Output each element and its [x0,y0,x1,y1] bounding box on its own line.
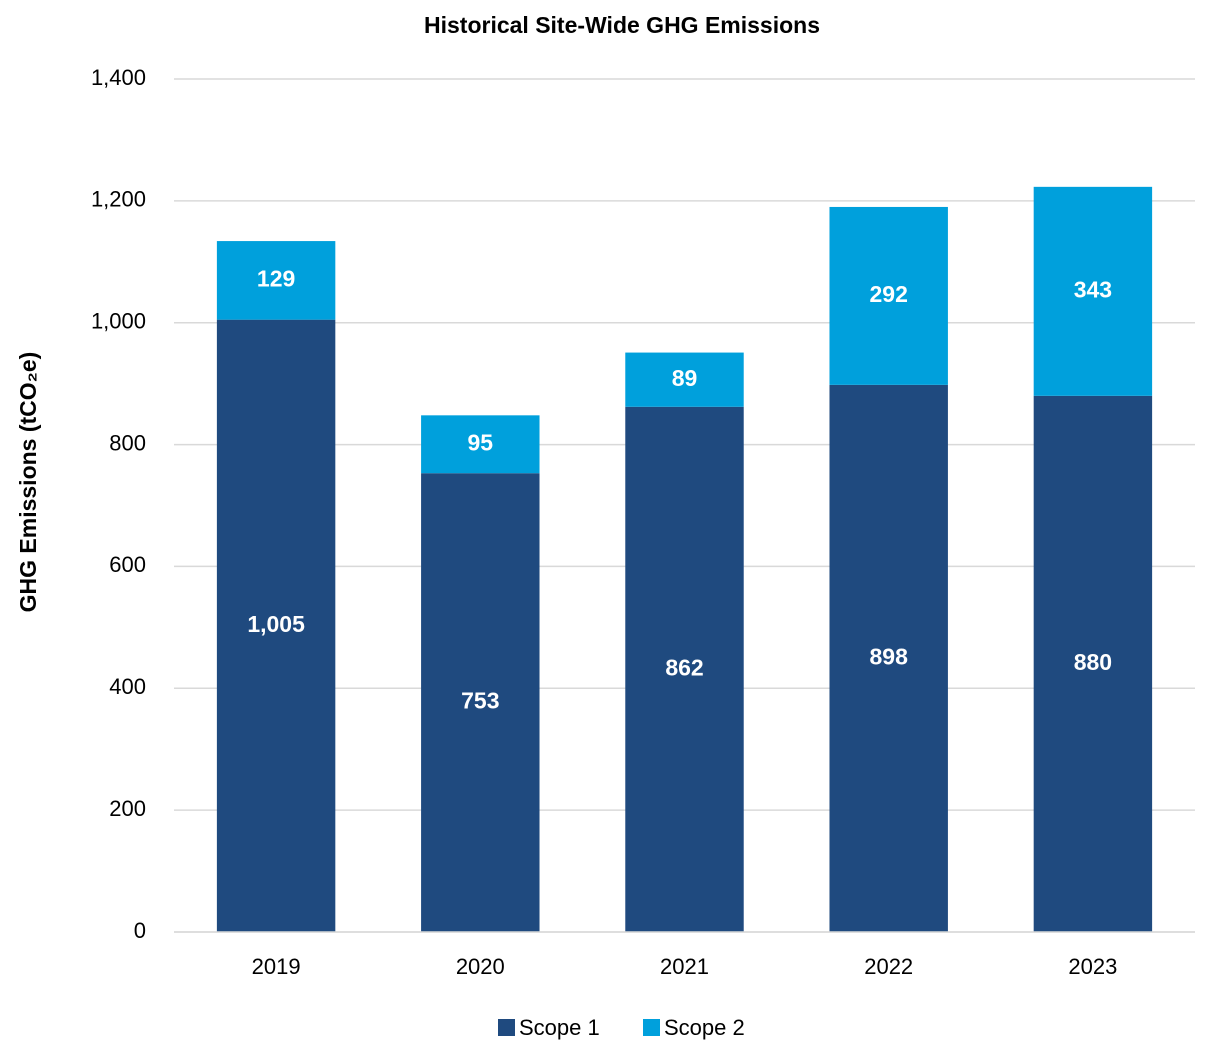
x-tick-label: 2021 [660,954,709,979]
data-label: 1,005 [247,611,305,637]
legend-label: Scope 2 [664,1015,745,1040]
data-label: 880 [1074,649,1112,675]
bar-segment [829,206,948,385]
y-tick-label: 1,000 [91,309,146,334]
y-tick-label: 400 [109,674,146,699]
data-label: 292 [870,281,908,307]
x-tick-label: 2019 [252,954,301,979]
bar-segment [829,384,948,932]
bar-segment [1033,186,1153,396]
data-label: 95 [468,429,494,455]
data-label: 343 [1074,276,1112,302]
data-label: 898 [870,644,909,670]
bar-segment [625,352,744,407]
bar-segment [216,319,336,932]
data-label: 753 [461,688,499,714]
data-label: 129 [257,265,295,291]
y-axis-label: GHG Emissions (tCO₂e) [15,352,41,613]
y-tick-label: 800 [109,430,146,455]
bar-segment [625,406,744,932]
x-tick-label: 2022 [864,954,913,979]
data-label: 89 [672,365,698,391]
x-tick-label: 2023 [1068,954,1117,979]
bar-segment [216,241,336,320]
bar-segment [421,473,540,932]
bar-segment [1033,395,1153,932]
y-tick-label: 1,400 [91,65,146,90]
chart-title: Historical Site-Wide GHG Emissions [424,12,820,38]
y-tick-label: 1,200 [91,187,146,212]
y-tick-label: 0 [134,918,146,943]
y-tick-label: 600 [109,552,146,577]
x-tick-label: 2020 [456,954,505,979]
y-tick-label: 200 [109,796,146,821]
bar-segment [421,415,540,474]
legend-swatch [498,1019,515,1036]
data-label: 862 [665,654,703,680]
legend-swatch [643,1019,660,1036]
legend-label: Scope 1 [519,1015,600,1040]
